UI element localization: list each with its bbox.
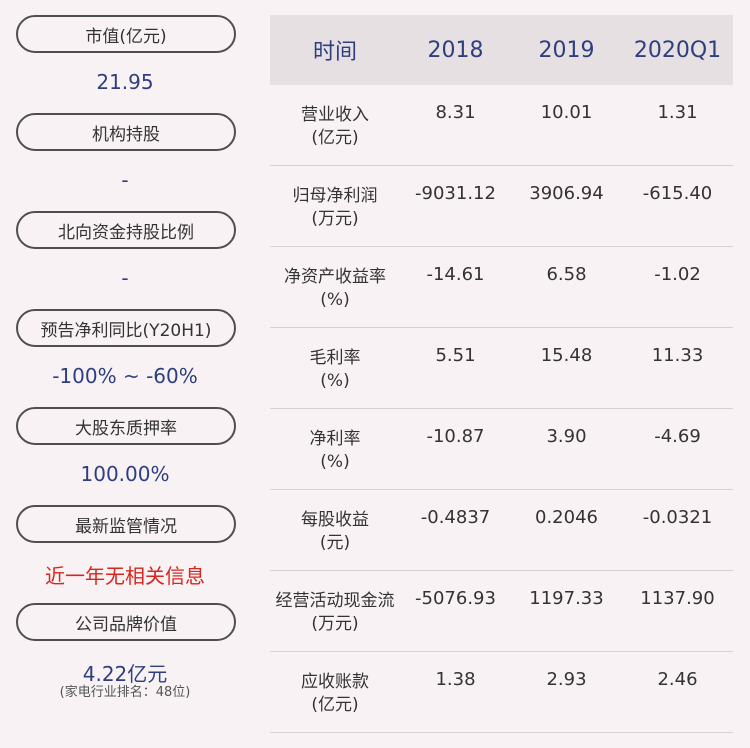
- cell-2018: -14.61: [426, 264, 485, 285]
- profit-forecast-label: 预告净利同比(Y20H1): [16, 309, 236, 347]
- cell-2019: 15.48: [540, 345, 593, 366]
- cell-2018: 5.51: [435, 345, 476, 366]
- pledge-ratio-value: 100.00%: [80, 462, 170, 486]
- institutional-holding-value: -: [121, 168, 129, 192]
- cell-2018: -5076.93: [415, 588, 496, 609]
- header-2020q1: 2020Q1: [633, 37, 722, 63]
- cell-2019: 0.2046: [535, 507, 598, 528]
- key-metrics-panel: 市值(亿元) 21.95 机构持股 - 北向资金持股比例 - 预告净利同比(Y2…: [0, 0, 250, 748]
- cell-2019: 1197.33: [529, 588, 604, 609]
- cell-2018: -9031.12: [415, 183, 496, 204]
- financial-table: 时间 2018 2019 2020Q1 营业收入 (亿元) 8.31 10.01 …: [270, 15, 733, 733]
- row-label: 应收账款 (亿元): [301, 672, 369, 715]
- header-2018: 2018: [427, 37, 484, 63]
- cell-2019: 3.90: [546, 426, 587, 447]
- cell-2018: 1.38: [435, 669, 476, 690]
- row-label: 每股收益 (元): [301, 510, 369, 553]
- cell-2020q1: -4.69: [654, 426, 701, 447]
- cell-2019: 3906.94: [529, 183, 604, 204]
- cell-2020q1: 1137.90: [640, 588, 715, 609]
- cell-2020q1: -1.02: [654, 264, 701, 285]
- table-row: 归母净利润 (万元) -9031.12 3906.94 -615.40: [270, 166, 733, 247]
- regulation-label: 最新监管情况: [16, 505, 236, 543]
- cell-2018: -10.87: [426, 426, 485, 447]
- cell-2018: 8.31: [435, 102, 476, 123]
- table-row: 净资产收益率 (%) -14.61 6.58 -1.02: [270, 247, 733, 328]
- row-label: 营业收入 (亿元): [301, 105, 369, 148]
- table-row: 经营活动现金流 (万元) -5076.93 1197.33 1137.90: [270, 571, 733, 652]
- profit-forecast-value: -100% ~ -60%: [52, 364, 198, 388]
- row-label: 净资产收益率 (%): [284, 267, 386, 310]
- pledge-ratio-label: 大股东质押率: [16, 407, 236, 445]
- cell-2020q1: 2.46: [657, 669, 698, 690]
- row-label: 经营活动现金流 (万元): [275, 591, 395, 634]
- regulation-value: 近一年无相关信息: [45, 564, 205, 588]
- header-2019: 2019: [538, 37, 595, 63]
- table-header: 时间 2018 2019 2020Q1: [270, 15, 733, 85]
- brand-value-label: 公司品牌价值: [16, 603, 236, 641]
- brand-value-value: 4.22亿元: [82, 662, 168, 686]
- institutional-holding-label: 机构持股: [16, 113, 236, 151]
- cell-2019: 10.01: [540, 102, 593, 123]
- market-cap-value: 21.95: [96, 70, 154, 94]
- table-row: 应收账款 (亿元) 1.38 2.93 2.46: [270, 652, 733, 733]
- cell-2020q1: -615.40: [642, 183, 713, 204]
- table-row: 营业收入 (亿元) 8.31 10.01 1.31: [270, 85, 733, 166]
- cell-2019: 2.93: [546, 669, 587, 690]
- row-label: 归母净利润 (万元): [292, 186, 378, 229]
- cell-2019: 6.58: [546, 264, 587, 285]
- table-row: 每股收益 (元) -0.4837 0.2046 -0.0321: [270, 490, 733, 571]
- cell-2020q1: -0.0321: [642, 507, 713, 528]
- brand-rank-note: (家电行业排名：48位): [59, 685, 191, 700]
- northbound-holding-label: 北向资金持股比例: [16, 211, 236, 249]
- row-label: 毛利率 (%): [309, 348, 361, 391]
- row-label: 净利率 (%): [309, 429, 361, 472]
- northbound-holding-value: -: [121, 266, 129, 290]
- table-row: 毛利率 (%) 5.51 15.48 11.33: [270, 328, 733, 409]
- table-row: 净利率 (%) -10.87 3.90 -4.69: [270, 409, 733, 490]
- cell-2020q1: 11.33: [651, 345, 704, 366]
- cell-2018: -0.4837: [420, 507, 491, 528]
- header-time: 时间: [312, 40, 357, 65]
- cell-2020q1: 1.31: [657, 102, 698, 123]
- market-cap-label: 市值(亿元): [16, 15, 236, 53]
